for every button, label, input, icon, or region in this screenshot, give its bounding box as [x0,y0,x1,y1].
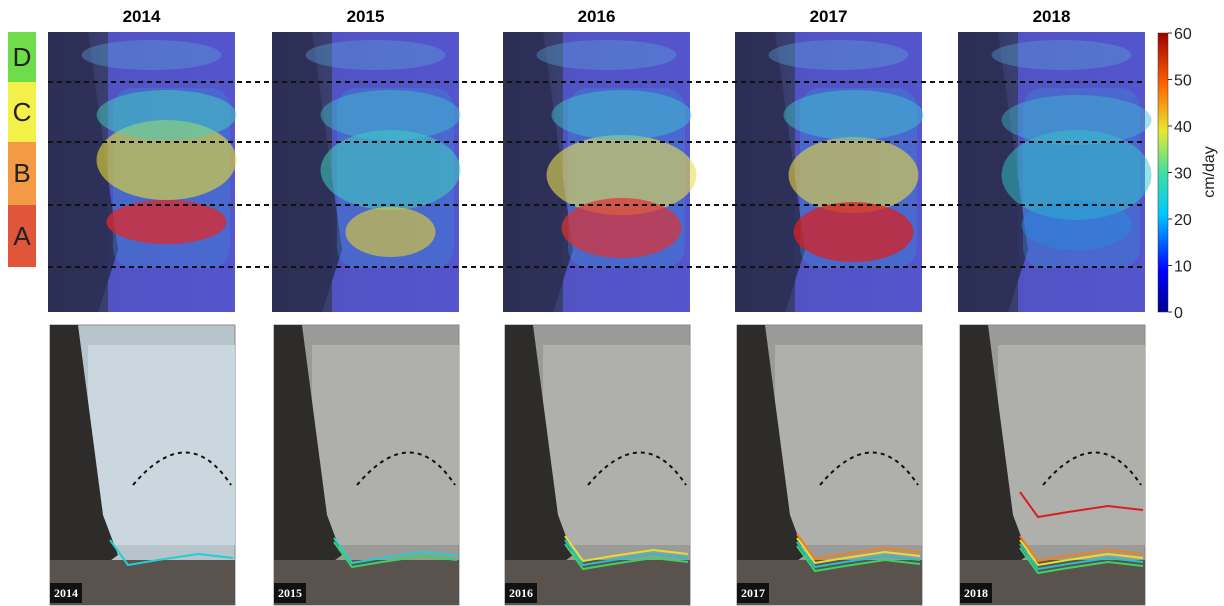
figure: DC B A 2014 2014 2015 2015 2016 2016 2017 2017 2018… [0,0,1224,606]
panel-title: 2015 [347,7,385,26]
velocity-blob [346,207,436,257]
velocity-blob [1002,95,1152,145]
velocity-blob [82,40,222,70]
colorbar-tick-label: 40 [1174,119,1192,136]
panel-title: 2018 [1033,7,1071,26]
colorbar-tick-label: 60 [1174,26,1192,43]
photo-label: 2017 [741,586,765,600]
photo-label: 2018 [964,586,988,600]
velocity-blob [992,40,1132,70]
colorbar-label: cm/day [1201,146,1218,198]
colorbar-tick-label: 0 [1174,305,1183,322]
colorbar-tick-label: 30 [1174,166,1192,183]
zone-label: B [13,158,30,188]
photo-ice [998,345,1145,545]
zone-label: A [13,221,31,251]
velocity-blob [769,40,909,70]
panel-title: 2016 [578,7,616,26]
velocity-blob [562,198,682,258]
photo-ice [88,345,235,545]
velocity-blob [794,202,914,262]
velocity-blob [306,40,446,70]
velocity-blob [552,90,692,140]
photo-label: 2016 [509,586,533,600]
colorbar-tick-label: 20 [1174,212,1192,229]
photo-ice [543,345,690,545]
velocity-blob [1022,200,1132,250]
zone-label: D [13,42,32,72]
zone-label: C [13,97,32,127]
page: {"panels": {"years": ["2014", "2015", "2… [0,0,1224,606]
velocity-blob [537,40,677,70]
velocity-blob [789,137,919,213]
velocity-blob [107,200,227,244]
photo-ice [312,345,459,545]
panel-title: 2017 [810,7,848,26]
photo-label: 2014 [54,586,78,600]
photo-ice [775,345,922,545]
velocity-blob [784,90,924,140]
panel-title: 2014 [123,7,161,26]
colorbar [1158,33,1168,312]
velocity-blob [321,90,461,140]
colorbar-tick-label: 50 [1174,73,1192,90]
colorbar-tick-label: 10 [1174,259,1192,276]
photo-label: 2015 [278,586,302,600]
velocity-blob [97,90,237,140]
